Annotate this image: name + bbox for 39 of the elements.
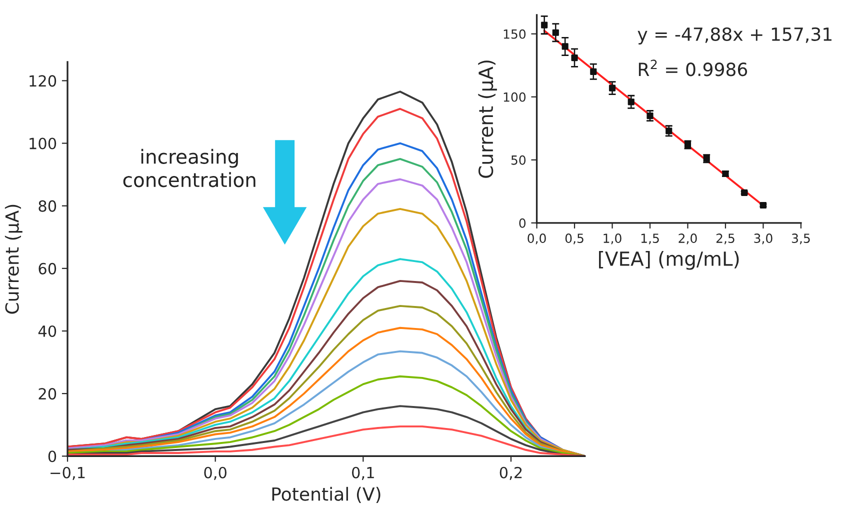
x-axis-title: Potential (V) [272, 486, 380, 504]
point [541, 22, 548, 28]
x-tick-label: 1,0 [604, 234, 622, 244]
x-axis-title: [VEA] (mg/mL) [599, 250, 739, 270]
y-tick-label: 50 [511, 155, 526, 165]
point [590, 68, 597, 75]
x-tick-label: 1,5 [641, 234, 659, 244]
annotation: increasing concentration [123, 148, 256, 188]
y-axis-title: Current (µA) [478, 60, 497, 178]
x-tick-label: 3,0 [754, 234, 772, 244]
y-tick-label: 60 [38, 262, 56, 274]
point [571, 54, 578, 62]
x-tick-label: 0,2 [500, 466, 522, 480]
x-tick-label: 2,0 [678, 234, 697, 244]
y-tick-label: 120 [30, 75, 56, 87]
x-tick-label: 2,5 [716, 234, 734, 244]
point [646, 112, 654, 120]
annotation: R$^{2}$ = 0.9986 [638, 60, 748, 76]
y-tick-label: 20 [38, 388, 56, 400]
point [666, 128, 672, 134]
x-tick-label: 0,5 [565, 234, 584, 244]
y-tick-label: 100 [504, 92, 526, 102]
x-tick-label: 3,5 [792, 234, 810, 244]
point [552, 29, 559, 36]
y-tick-label: 100 [30, 138, 56, 150]
x-tick-label: −0,1 [50, 466, 85, 480]
point [628, 98, 634, 106]
x-tick-label: 0,0 [528, 234, 546, 244]
y-tick-label: 150 [504, 29, 526, 39]
x-tick-label: 0,0 [204, 466, 226, 480]
x-tick-label: 0,1 [352, 466, 374, 480]
y-tick-label: 40 [38, 325, 56, 338]
y-tick-label: 0 [48, 450, 56, 462]
y-axis-title: Current (µA) [4, 204, 22, 314]
y-tick-label: 0 [519, 218, 526, 228]
point [562, 43, 568, 50]
point [608, 84, 616, 92]
y-tick-label: 80 [38, 200, 56, 212]
annotation: y = -47,88x + 157,31 [638, 27, 832, 44]
